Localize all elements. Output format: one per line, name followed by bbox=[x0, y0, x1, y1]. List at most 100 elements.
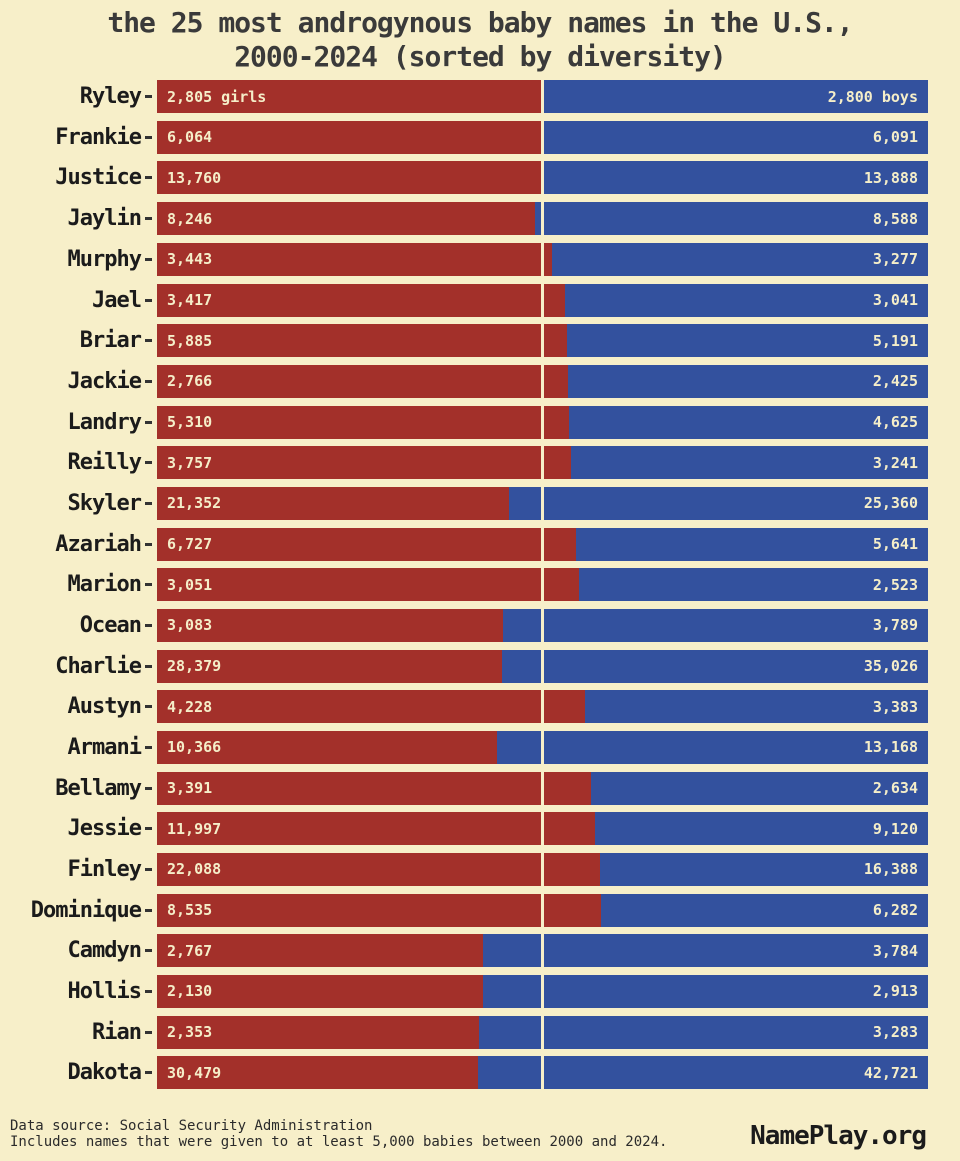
girls-bar: 6,727 bbox=[157, 527, 577, 561]
girls-bar: 3,417 bbox=[157, 283, 565, 317]
boys-bar: 16,388 bbox=[599, 852, 928, 886]
girls-value: 11,997 bbox=[167, 819, 222, 838]
row-name: Jaylin bbox=[67, 206, 142, 232]
axis-tick bbox=[145, 867, 152, 871]
girls-value: 4,228 bbox=[167, 697, 213, 716]
axis-tick bbox=[145, 501, 152, 505]
axis-tick bbox=[145, 176, 152, 180]
row-name: Murphy bbox=[67, 246, 142, 272]
row-name: Camdyn bbox=[67, 938, 142, 964]
bar-track: 8,535 6,282 bbox=[157, 893, 928, 927]
row-name: Rian bbox=[92, 1019, 142, 1045]
girls-bar: 3,391 bbox=[157, 771, 591, 805]
chart-row: Ocean 3,083 3,789 bbox=[0, 605, 960, 646]
chart-row: Charlie 28,379 35,026 bbox=[0, 646, 960, 687]
boys-bar: 3,277 bbox=[552, 242, 928, 276]
fifty-percent-line bbox=[541, 80, 544, 1090]
girls-bar: 5,310 bbox=[157, 405, 570, 439]
girls-bar: 22,088 bbox=[157, 852, 600, 886]
boys-bar: 13,168 bbox=[496, 730, 928, 764]
boys-value: 4,625 bbox=[872, 413, 918, 432]
bar-track: 3,443 3,277 bbox=[157, 242, 928, 276]
boys-value: 2,425 bbox=[872, 372, 918, 391]
boys-bar: 2,425 bbox=[567, 364, 928, 398]
axis-tick bbox=[145, 95, 152, 99]
girls-value: 3,443 bbox=[167, 250, 213, 269]
source-line1: Data source: Social Security Administrat… bbox=[10, 1117, 373, 1134]
girls-bar: 30,479 bbox=[157, 1056, 479, 1090]
bar-track: 30,479 42,721 bbox=[157, 1056, 928, 1090]
row-name: Austyn bbox=[67, 694, 142, 720]
bar-track: 11,997 9,120 bbox=[157, 812, 928, 846]
axis-tick bbox=[145, 664, 152, 668]
girls-value: 2,130 bbox=[167, 982, 213, 1001]
row-name: Bellamy bbox=[55, 775, 142, 801]
girls-bar: 2,353 bbox=[157, 1015, 479, 1049]
boys-bar: 2,523 bbox=[579, 568, 928, 602]
boys-value: 3,283 bbox=[872, 1023, 918, 1042]
girls-value: 3,391 bbox=[167, 779, 213, 798]
girls-bar: 8,535 bbox=[157, 893, 602, 927]
boys-value: 9,120 bbox=[872, 819, 918, 838]
boys-value: 5,641 bbox=[872, 535, 918, 554]
bar-track: 3,757 3,241 bbox=[157, 446, 928, 480]
row-name: Azariah bbox=[55, 531, 142, 557]
chart-row: Briar 5,885 5,191 bbox=[0, 320, 960, 361]
girls-value: 10,366 bbox=[167, 738, 222, 757]
row-name: Finley bbox=[67, 856, 142, 882]
axis-tick bbox=[145, 989, 152, 993]
boys-value: 25,360 bbox=[863, 494, 918, 513]
chart-row: Jackie 2,766 2,425 bbox=[0, 361, 960, 402]
axis-tick bbox=[145, 379, 152, 383]
girls-value: 2,353 bbox=[167, 1023, 213, 1042]
chart-row: Murphy 3,443 3,277 bbox=[0, 239, 960, 280]
boys-value: 6,091 bbox=[872, 128, 918, 147]
axis-tick bbox=[145, 908, 152, 912]
boys-value: 2,913 bbox=[872, 982, 918, 1001]
bar-track: 3,391 2,634 bbox=[157, 771, 928, 805]
girls-value: 8,246 bbox=[167, 209, 213, 228]
boys-value: 35,026 bbox=[863, 657, 918, 676]
girls-value: 3,417 bbox=[167, 291, 213, 309]
girls-bar: 4,228 bbox=[157, 690, 586, 724]
boys-bar: 42,721 bbox=[478, 1056, 928, 1090]
bar-track: 2,130 2,913 bbox=[157, 974, 928, 1008]
axis-tick bbox=[145, 542, 152, 546]
chart-row: Justice 13,760 13,888 bbox=[0, 158, 960, 199]
axis-tick bbox=[145, 705, 152, 709]
girls-value: 28,379 bbox=[167, 657, 222, 676]
chart-row: Ryley 2,805 girls 2,800 boys bbox=[0, 76, 960, 117]
girls-value: 3,051 bbox=[167, 575, 213, 594]
bar-track: 8,246 8,588 bbox=[157, 202, 928, 236]
chart-row: Dominique 8,535 6,282 bbox=[0, 890, 960, 931]
girls-value: 2,805 girls bbox=[167, 87, 267, 106]
boys-bar: 3,784 bbox=[482, 934, 928, 968]
bar-track: 3,083 3,789 bbox=[157, 608, 928, 642]
row-name: Charlie bbox=[55, 653, 142, 679]
girls-bar: 8,246 bbox=[157, 202, 535, 236]
girls-bar: 2,766 bbox=[157, 364, 568, 398]
row-name: Jessie bbox=[67, 816, 142, 842]
chart-row: Armani 10,366 13,168 bbox=[0, 727, 960, 768]
girls-value: 13,760 bbox=[167, 168, 222, 187]
girls-bar: 5,885 bbox=[157, 324, 567, 358]
girls-bar: 3,443 bbox=[157, 242, 553, 276]
chart-row: Frankie 6,064 6,091 bbox=[0, 117, 960, 158]
boys-bar: 2,913 bbox=[482, 974, 928, 1008]
bar-track: 21,352 25,360 bbox=[157, 486, 928, 520]
girls-bar: 2,130 bbox=[157, 974, 483, 1008]
axis-tick bbox=[145, 745, 152, 749]
row-name: Dominique bbox=[30, 897, 142, 923]
nameplay-brand: NamePlay.org bbox=[750, 1121, 927, 1151]
source-line2: Includes names that were given to at lea… bbox=[10, 1134, 668, 1151]
chart-row: Camdyn 2,767 3,784 bbox=[0, 930, 960, 971]
bar-track: 6,727 5,641 bbox=[157, 527, 928, 561]
boys-bar: 3,383 bbox=[585, 690, 928, 724]
row-name: Dakota bbox=[67, 1060, 142, 1086]
boys-value: 42,721 bbox=[863, 1063, 918, 1082]
boys-bar: 6,091 bbox=[541, 120, 928, 154]
row-name: Frankie bbox=[55, 124, 142, 150]
girls-bar: 3,051 bbox=[157, 568, 580, 602]
bar-track: 2,353 3,283 bbox=[157, 1015, 928, 1049]
girls-value: 3,083 bbox=[167, 616, 213, 635]
